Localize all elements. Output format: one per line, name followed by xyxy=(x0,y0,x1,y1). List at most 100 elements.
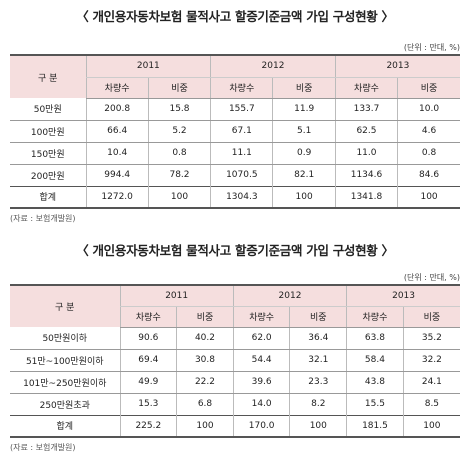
cell: 24.1 xyxy=(402,371,460,394)
cell: 40.2 xyxy=(176,327,234,350)
cell: 30.8 xyxy=(176,349,234,372)
cell: 1304.3 xyxy=(210,185,273,209)
table-row: 51만~100만원이하 69.4 30.8 54.4 32.1 58.4 32.… xyxy=(10,349,460,372)
cell: 11.9 xyxy=(272,98,336,121)
header-count: 차량수 xyxy=(119,306,177,328)
cell: 63.8 xyxy=(346,327,404,350)
table-row: 50만원 200.8 15.8 155.7 11.9 133.7 10.0 xyxy=(10,98,460,121)
cell: 1070.5 xyxy=(210,164,273,186)
cell: 1341.8 xyxy=(334,185,398,209)
cell: 90.6 xyxy=(119,327,177,350)
cell: 6.8 xyxy=(176,393,234,415)
cell: 10.0 xyxy=(397,98,460,121)
table-row: 250만원초과 15.3 6.8 14.0 8.2 15.5 8.5 xyxy=(10,393,460,415)
cell: 1272.0 xyxy=(85,185,149,209)
cell: 4.6 xyxy=(397,120,460,143)
cell: 15.5 xyxy=(346,393,404,415)
table-row: 150만원 10.4 0.8 11.1 0.9 11.0 0.8 xyxy=(10,142,460,165)
cell: 10.4 xyxy=(85,142,149,165)
header-share: 비중 xyxy=(402,306,460,328)
unit-note: (단위 : 만대, %) xyxy=(403,273,460,282)
cell: 62.5 xyxy=(334,120,398,143)
cell: 58.4 xyxy=(346,349,404,372)
table-title: 〈 개인용자동차보험 물적사고 할증기준금액 가입 구성현황 〉 xyxy=(76,9,394,24)
header-count: 차량수 xyxy=(210,77,273,99)
cell: 994.4 xyxy=(85,164,149,186)
cell: 36.4 xyxy=(289,327,347,350)
row-label: 150만원 xyxy=(10,142,86,165)
cell: 1134.6 xyxy=(334,164,398,186)
cell: 82.1 xyxy=(272,164,336,186)
cell: 155.7 xyxy=(210,98,273,121)
source-note: (자료 : 보험개발원) xyxy=(10,214,76,223)
cell: 43.8 xyxy=(346,371,404,394)
cell: 5.2 xyxy=(147,120,211,143)
cell: 100 xyxy=(402,414,460,438)
cell: 8.5 xyxy=(402,393,460,415)
header-year: 2013 xyxy=(346,284,460,307)
cell: 32.2 xyxy=(402,349,460,372)
header-category: 구 분 xyxy=(10,54,86,98)
table-row: 101만~250만원이하 49.9 22.2 39.6 23.3 43.8 24… xyxy=(10,371,460,394)
header-year: 2012 xyxy=(210,54,336,78)
cell: 100 xyxy=(397,185,460,209)
cell: 14.0 xyxy=(232,393,290,415)
cell: 100 xyxy=(147,185,211,209)
row-label: 50만원이하 xyxy=(10,327,120,350)
cell: 133.7 xyxy=(334,98,398,121)
header-year: 2013 xyxy=(334,54,460,78)
cell: 15.3 xyxy=(119,393,177,415)
cell: 66.4 xyxy=(85,120,149,143)
row-label: 100만원 xyxy=(10,120,86,143)
cell: 35.2 xyxy=(402,327,460,350)
row-label: 250만원초과 xyxy=(39,400,90,411)
header-year: 2011 xyxy=(119,284,234,307)
header-count: 차량수 xyxy=(346,306,404,328)
cell: 8.2 xyxy=(289,393,347,415)
total-row: 합계 1272.0 100 1304.3 100 1341.8 100 xyxy=(10,185,460,209)
header-count: 차량수 xyxy=(85,77,149,99)
table-section-1: 〈 개인용자동차보험 물적사고 할증기준금액 가입 구성현황 〉 (단위 : 만… xyxy=(0,0,470,232)
cell: 11.1 xyxy=(210,142,273,165)
row-label: 51만~100만원이하 xyxy=(10,349,120,372)
cell: 181.5 xyxy=(346,414,404,438)
cell: 0.8 xyxy=(147,142,211,165)
cell: 67.1 xyxy=(210,120,273,143)
header-count: 차량수 xyxy=(232,306,290,328)
cell: 62.0 xyxy=(232,327,290,350)
header-category: 구 분 xyxy=(10,284,120,327)
header-year: 2012 xyxy=(232,284,347,307)
data-table: 구 분 2011 2012 2013 차량수 비중 차량수 비중 차량수 비중 … xyxy=(10,284,460,438)
cell: 32.1 xyxy=(289,349,347,372)
cell: 39.6 xyxy=(232,371,290,394)
header-count: 차량수 xyxy=(334,77,398,99)
cell: 0.8 xyxy=(397,142,460,165)
header-share: 비중 xyxy=(147,77,211,99)
row-label: 200만원 xyxy=(30,171,65,182)
cell: 49.9 xyxy=(119,371,177,394)
cell: 100 xyxy=(289,414,347,438)
row-label: 합계 xyxy=(10,185,86,209)
data-table: 구 분 2011 2012 2013 차량수 비중 차량수 비중 차량수 비중 … xyxy=(10,54,460,209)
cell: 22.2 xyxy=(176,371,234,394)
table-title: 〈 개인용자동차보험 물적사고 할증기준금액 가입 구성현황 〉 xyxy=(76,243,394,258)
cell: 54.4 xyxy=(232,349,290,372)
cell: 5.1 xyxy=(272,120,336,143)
cell: 170.0 xyxy=(232,414,290,438)
cell: 11.0 xyxy=(334,142,398,165)
row-label: 합계 xyxy=(10,414,120,438)
header-share: 비중 xyxy=(289,306,347,328)
header-share: 비중 xyxy=(397,77,460,99)
cell: 15.8 xyxy=(147,98,211,121)
table-row: 100만원 66.4 5.2 67.1 5.1 62.5 4.6 xyxy=(10,120,460,143)
cell: 225.2 xyxy=(119,414,177,438)
row-label: 50만원 xyxy=(10,98,86,121)
table-section-2: 〈 개인용자동차보험 물적사고 할증기준금액 가입 구성현황 〉 (단위 : 만… xyxy=(0,232,470,465)
header-share: 비중 xyxy=(272,77,336,99)
unit-note: (단위 : 만대, %) xyxy=(403,43,460,52)
table-row: 200만원 994.4 78.2 1070.5 82.1 1134.6 84.6 xyxy=(10,164,460,186)
cell: 100 xyxy=(272,185,336,209)
cell: 78.2 xyxy=(147,164,211,186)
cell: 84.6 xyxy=(397,164,460,186)
cell: 200.8 xyxy=(85,98,149,121)
